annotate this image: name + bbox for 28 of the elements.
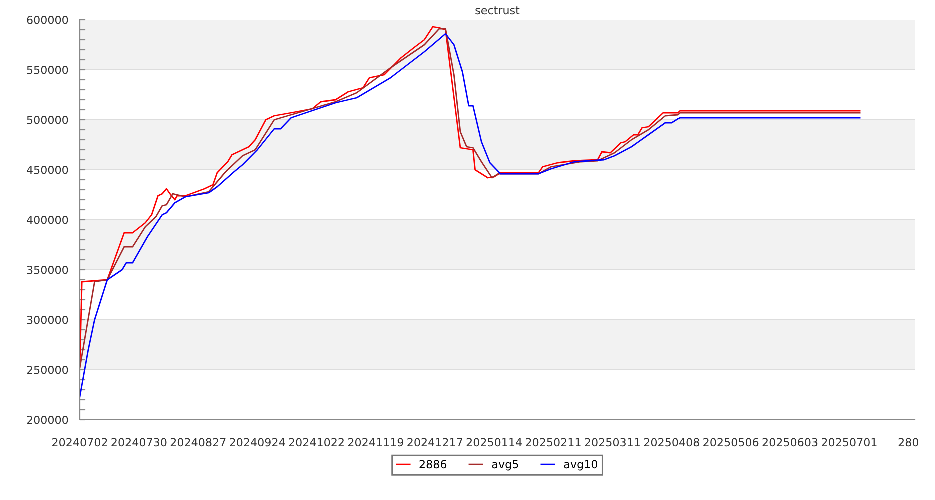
x-tick-label: 280 xyxy=(898,438,919,447)
y-tick-label: 250000 xyxy=(27,366,68,374)
x-tick-label: 20250408 xyxy=(644,438,700,447)
x-tick-label: 20250506 xyxy=(704,438,759,447)
x-tick-label: 20240702 xyxy=(52,438,108,447)
legend-label: avg5 xyxy=(492,460,518,471)
y-tick-label: 300000 xyxy=(27,316,68,324)
y-tick-label: 200000 xyxy=(27,416,68,424)
y-tick-label: 400000 xyxy=(27,216,68,224)
x-tick-label: 20241217 xyxy=(408,438,462,447)
x-tick-label: 20240730 xyxy=(112,438,167,447)
x-tick-label: 20241022 xyxy=(289,438,344,447)
chart-title: sectrust xyxy=(476,6,520,15)
x-tick-label: 20250211 xyxy=(526,438,581,447)
x-tick-label: 20240924 xyxy=(230,438,286,447)
x-tick-label: 20250114 xyxy=(466,438,522,447)
y-tick-label: 550000 xyxy=(27,66,68,74)
x-tick-label: 20250311 xyxy=(585,438,640,447)
x-tick-label: 20250603 xyxy=(762,438,818,447)
y-tick-label: 450000 xyxy=(27,166,68,174)
legend-label: 2886 xyxy=(420,460,447,469)
y-tick-label: 350000 xyxy=(27,266,68,274)
x-tick-label: 20240827 xyxy=(170,438,226,447)
y-tick-label: 600000 xyxy=(27,16,68,24)
x-tick-label: 20250701 xyxy=(822,438,877,447)
y-tick-label: 500000 xyxy=(27,116,68,124)
legend-label: avg10 xyxy=(564,460,598,471)
x-tick-label: 20241119 xyxy=(348,438,404,447)
